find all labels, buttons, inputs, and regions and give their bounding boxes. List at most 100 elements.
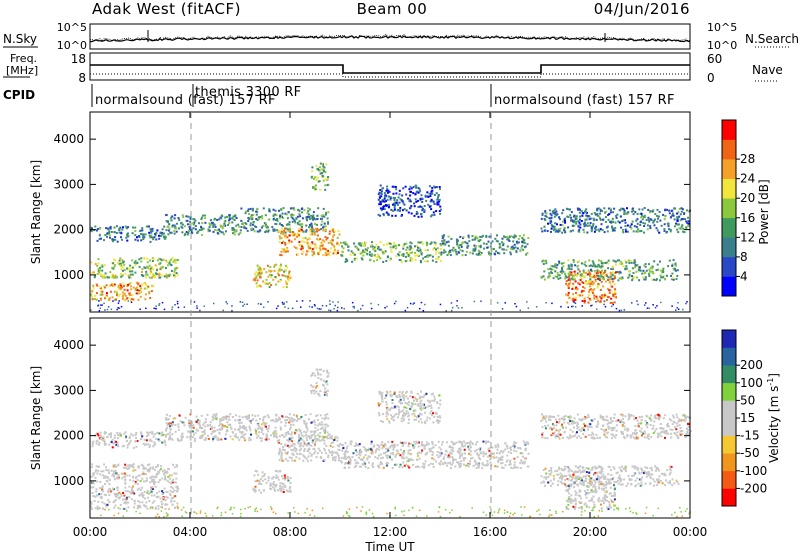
- echo-cell: [152, 238, 155, 241]
- echo-cell: [426, 191, 429, 194]
- echo-cell: [260, 272, 263, 274]
- echo-cell: [169, 425, 172, 428]
- echo-cell: [298, 433, 301, 436]
- echo-cell: [91, 445, 94, 448]
- echo-cell: [99, 293, 102, 296]
- echo-cell: [155, 476, 158, 479]
- echo-cell: [95, 229, 98, 232]
- echo-cell: [389, 257, 392, 260]
- echo-cell: [100, 299, 102, 301]
- echo-cell: [299, 223, 302, 226]
- echo-cell: [451, 309, 453, 312]
- echo-cell: [298, 227, 301, 230]
- echo-cell: [293, 233, 296, 236]
- echo-cell: [120, 268, 123, 270]
- noise-tick-low-left: 10^0: [57, 39, 87, 52]
- echo-cell: [131, 270, 134, 273]
- echo-cell: [125, 474, 128, 477]
- echo-cell: [318, 394, 321, 397]
- echo-cell: [452, 246, 455, 249]
- echo-cell: [168, 436, 171, 439]
- echo-cell: [92, 480, 94, 483]
- echo-cell: [276, 420, 278, 423]
- echo-cell: [467, 448, 470, 451]
- echo-cell: [436, 450, 439, 453]
- echo-cell: [596, 297, 599, 300]
- echo-cell: [410, 259, 413, 262]
- echo-cell: [584, 260, 587, 263]
- echo-cell: [333, 233, 336, 236]
- echo-cell: [218, 438, 220, 441]
- echo-cell: [369, 258, 372, 261]
- echo-cell: [146, 266, 149, 269]
- echo-cell: [477, 253, 480, 256]
- echo-cell: [110, 276, 113, 279]
- echo-cell: [597, 228, 600, 231]
- echo-cell: [198, 423, 201, 426]
- echo-cell: [614, 296, 617, 299]
- echo-cell: [304, 442, 307, 445]
- echo-cell: [406, 460, 409, 463]
- echo-cell: [651, 210, 654, 213]
- echo-cell: [301, 438, 304, 441]
- echo-cell: [642, 269, 645, 272]
- echo-cell: [115, 496, 118, 498]
- echo-cell: [289, 477, 292, 479]
- echo-cell: [465, 464, 468, 467]
- echo-cell: [122, 282, 125, 285]
- echo-cell: [452, 442, 455, 444]
- echo-cell: [106, 503, 109, 506]
- echo-cell: [425, 199, 428, 202]
- echo-cell: [172, 274, 175, 277]
- echo-cell: [589, 283, 592, 286]
- echo-cell: [119, 492, 122, 495]
- echo-cell: [378, 466, 380, 469]
- echo-cell: [173, 495, 175, 498]
- echo-cell: [274, 489, 277, 492]
- echo-cell: [171, 423, 174, 426]
- echo-cell: [118, 293, 121, 296]
- echo-cell: [404, 441, 407, 444]
- echo-cell: [156, 464, 159, 466]
- echo-cell: [477, 466, 480, 469]
- echo-cell: [559, 270, 562, 273]
- echo-cell: [419, 402, 422, 405]
- echo-cell: [280, 451, 283, 454]
- echo-cell: [487, 240, 490, 243]
- echo-cell: [287, 277, 289, 280]
- echo-cell: [398, 210, 401, 213]
- echo-cell: [629, 225, 632, 228]
- echo-cell: [570, 277, 573, 280]
- echo-cell: [392, 419, 395, 422]
- echo-cell: [592, 263, 595, 266]
- echo-cell: [331, 446, 334, 448]
- echo-cell: [595, 301, 597, 303]
- echo-cell: [618, 277, 621, 280]
- echo-cell: [337, 306, 339, 309]
- echo-cell: [561, 224, 564, 227]
- echo-cell: [292, 234, 295, 237]
- echo-cell: [607, 214, 609, 216]
- echo-cell: [381, 208, 384, 210]
- echo-cell: [194, 431, 197, 434]
- echo-cell: [660, 301, 662, 304]
- date-title: 04/Jun/2016: [594, 0, 690, 18]
- echo-cell: [397, 196, 400, 199]
- echo-cell: [283, 270, 285, 273]
- echo-cell: [158, 432, 161, 435]
- echo-cell: [381, 441, 384, 444]
- echo-cell: [276, 218, 278, 220]
- echo-cell: [119, 507, 122, 510]
- echo-cell: [605, 294, 607, 297]
- echo-cell: [387, 441, 390, 443]
- echo-cell: [494, 253, 497, 256]
- echo-cell: [170, 486, 173, 488]
- echo-cell: [679, 218, 682, 221]
- echo-cell: [99, 438, 102, 440]
- echo-cell: [152, 274, 155, 277]
- echo-cell: [342, 447, 345, 449]
- echo-cell: [308, 448, 311, 451]
- echo-cell: [439, 205, 442, 208]
- echo-cell: [306, 215, 309, 218]
- echo-cell: [433, 241, 436, 244]
